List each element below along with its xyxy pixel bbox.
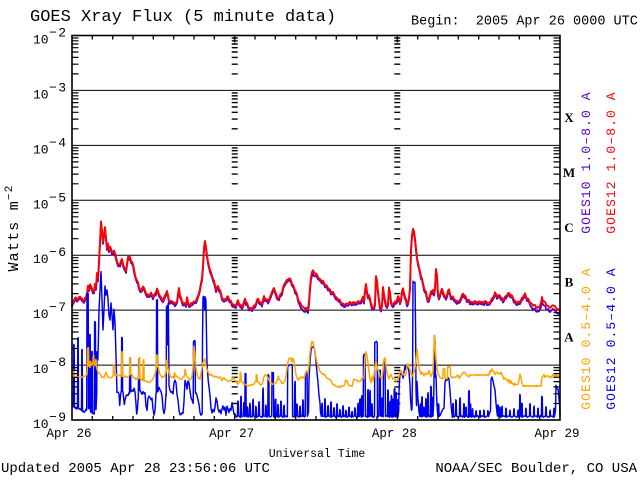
svg-text:Watts m−2: Watts m−2 — [4, 184, 23, 271]
svg-text:Apr 28: Apr 28 — [372, 427, 417, 441]
svg-text:B: B — [565, 275, 574, 290]
svg-text:10: 10 — [33, 197, 49, 212]
svg-text:10: 10 — [33, 33, 49, 48]
svg-text:NOAA/SEC Boulder, CO USA: NOAA/SEC Boulder, CO USA — [435, 461, 637, 477]
svg-text:10: 10 — [33, 362, 49, 377]
svg-text:−6: −6 — [49, 245, 67, 260]
svg-text:GOES12 1.0–8.0 A: GOES12 1.0–8.0 A — [604, 91, 619, 233]
svg-text:10: 10 — [33, 87, 49, 102]
svg-text:GOES10 1.0–8.0 A: GOES10 1.0–8.0 A — [579, 91, 594, 233]
svg-text:Apr 29: Apr 29 — [534, 427, 579, 441]
svg-text:−4: −4 — [49, 135, 67, 150]
svg-text:10: 10 — [33, 417, 49, 432]
svg-text:−5: −5 — [49, 190, 67, 205]
svg-text:A: A — [564, 330, 574, 345]
svg-text:C: C — [564, 220, 573, 235]
svg-text:10: 10 — [33, 307, 49, 322]
svg-text:−3: −3 — [49, 80, 67, 95]
svg-text:Apr 26: Apr 26 — [46, 427, 91, 441]
svg-text:−2: −2 — [49, 26, 67, 41]
svg-text:Apr 27: Apr 27 — [209, 427, 254, 441]
svg-text:Updated 2005 Apr 28 23:56:06 U: Updated 2005 Apr 28 23:56:06 UTC — [1, 461, 270, 477]
svg-text:10: 10 — [33, 142, 49, 157]
svg-text:Universal Time: Universal Time — [269, 448, 366, 461]
svg-text:M: M — [563, 165, 575, 180]
svg-text:GOES12 0.5–4.0 A: GOES12 0.5–4.0 A — [604, 267, 619, 409]
svg-text:X: X — [564, 110, 574, 125]
svg-text:GOES10 0.5–4.0 A: GOES10 0.5–4.0 A — [579, 267, 594, 409]
svg-text:10: 10 — [33, 252, 49, 267]
svg-text:Begin: 2005 Apr 26 0000 UTC: Begin: 2005 Apr 26 0000 UTC — [411, 15, 638, 30]
svg-text:−7: −7 — [49, 300, 67, 315]
svg-text:GOES Xray Flux (5 minute data): GOES Xray Flux (5 minute data) — [30, 8, 336, 27]
svg-text:−9: −9 — [49, 410, 67, 425]
svg-text:−8: −8 — [49, 355, 67, 370]
